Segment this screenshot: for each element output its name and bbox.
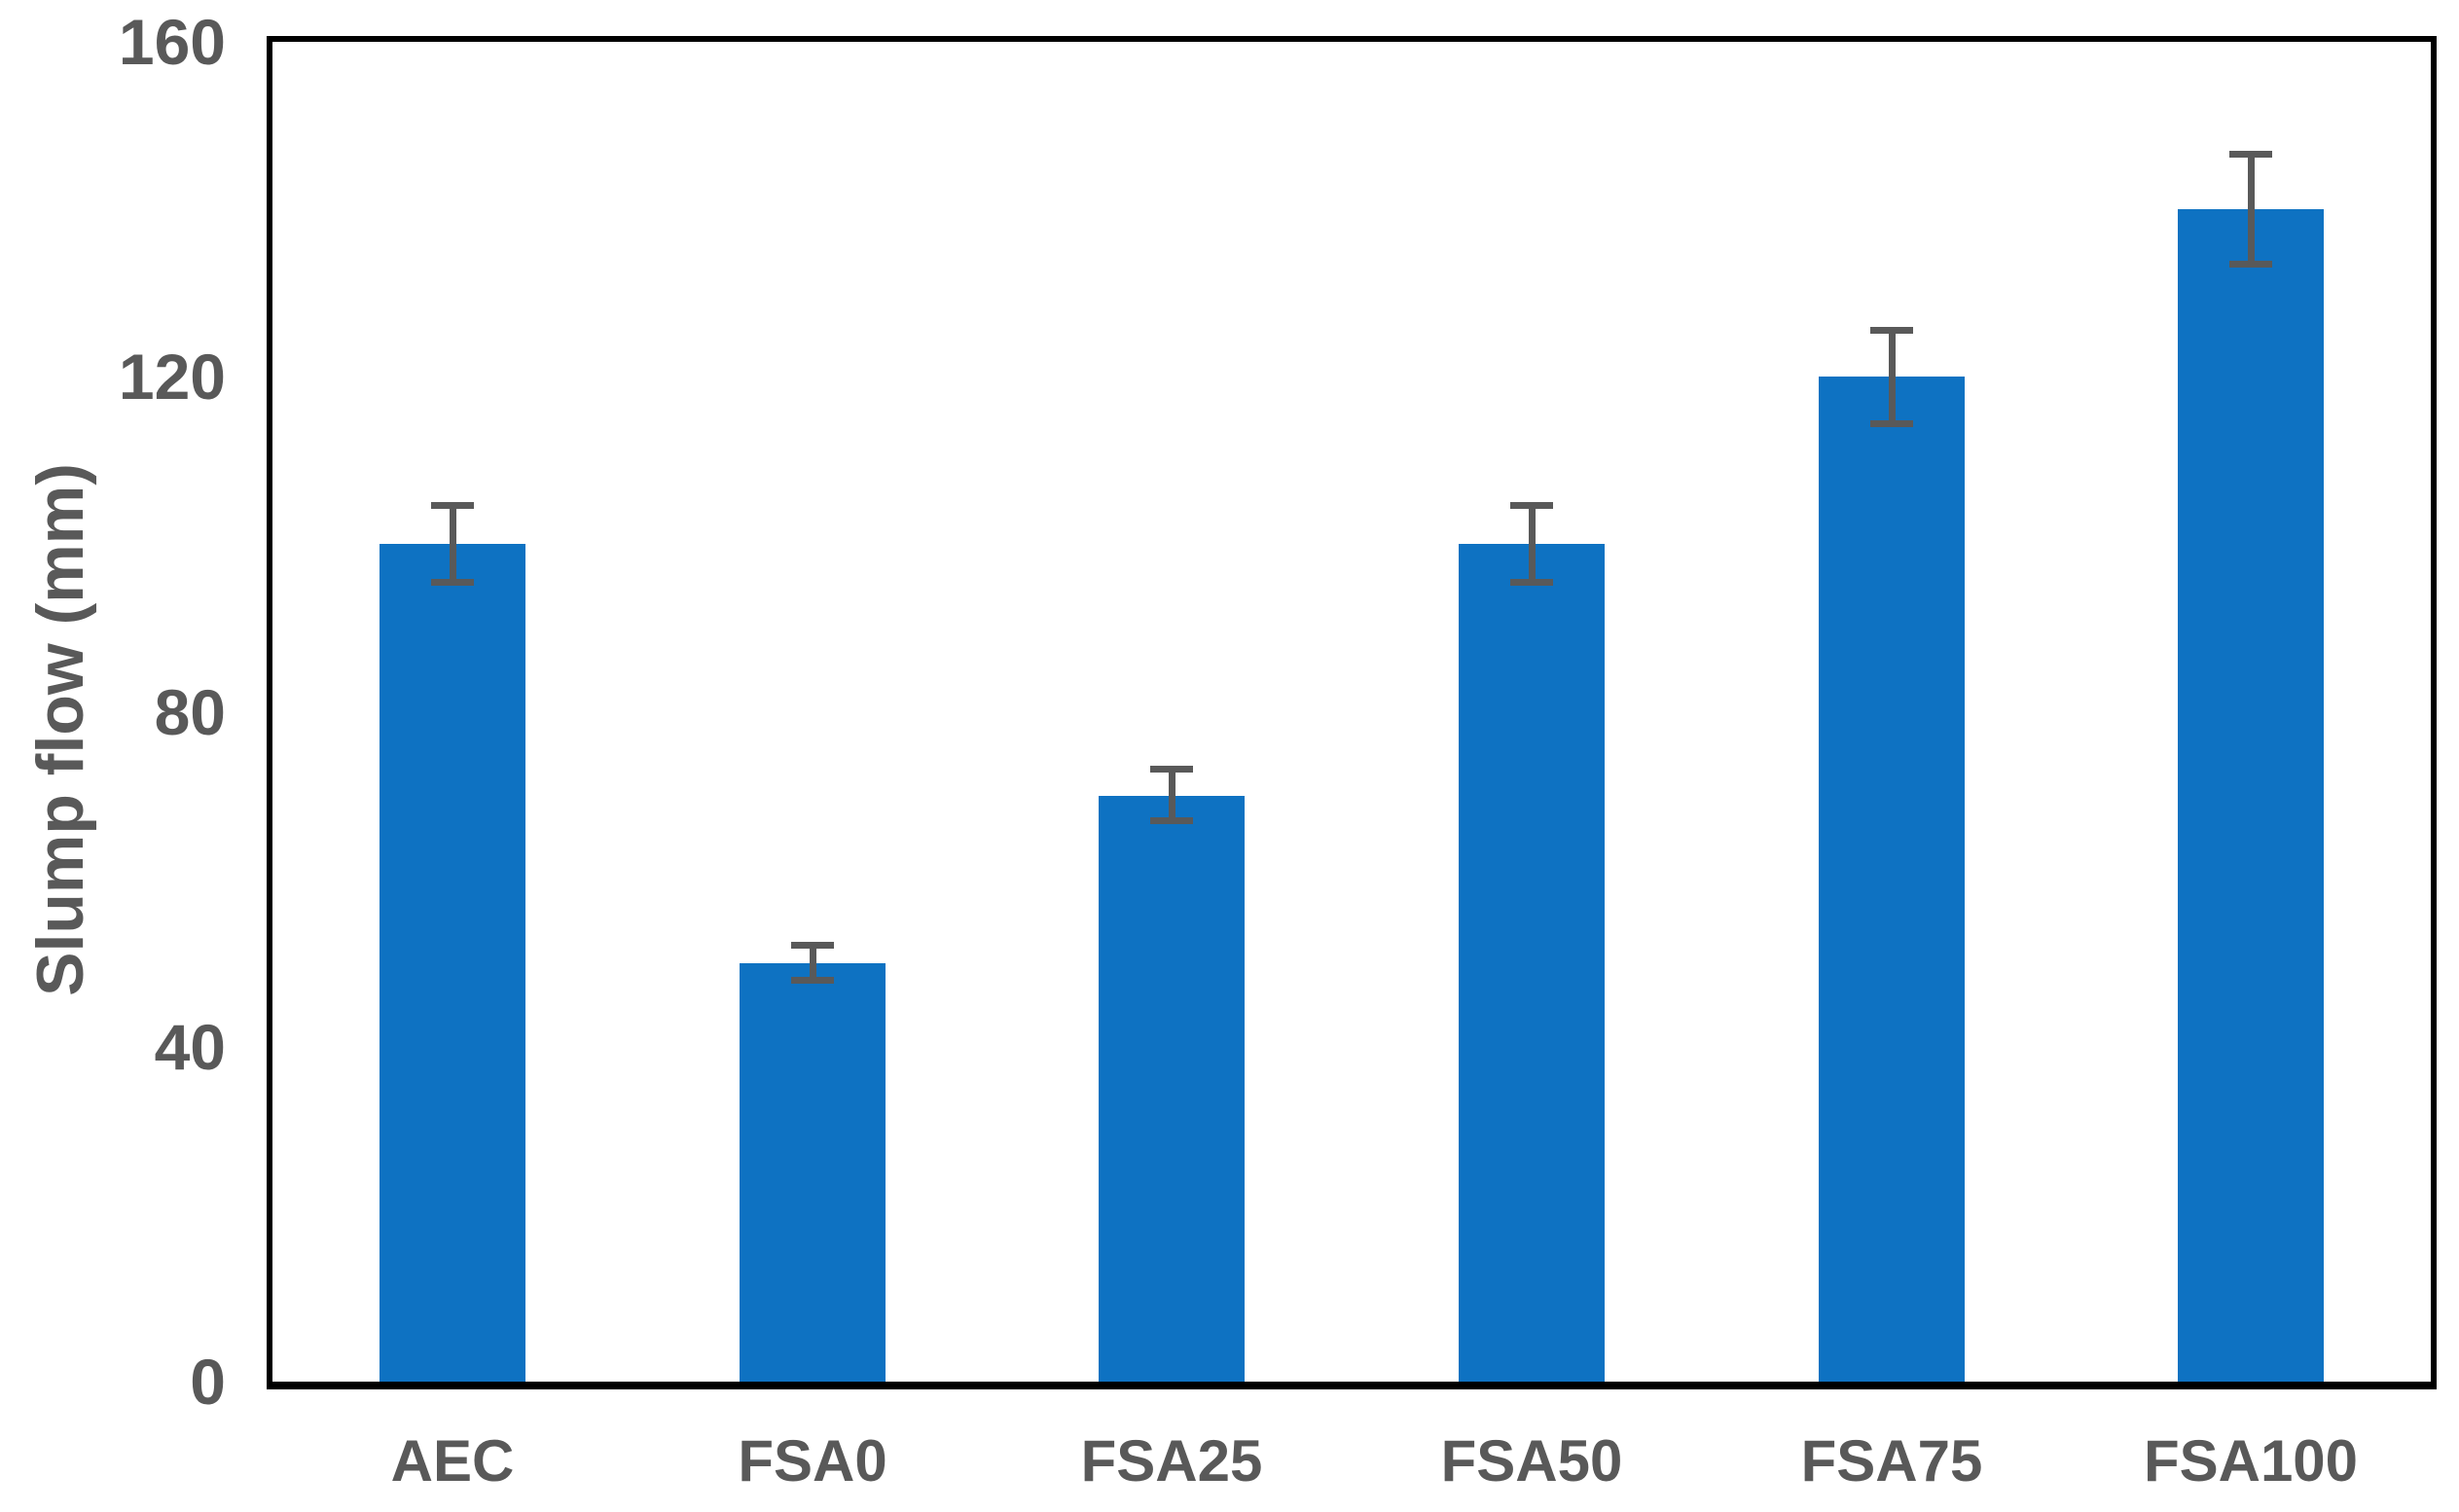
error-bar-line (1529, 502, 1536, 586)
error-bar-fsa100 (2229, 151, 2272, 268)
bar-fsa75 (1819, 377, 1965, 1382)
error-bar-line (1889, 327, 1896, 427)
x-axis-label-fsa0: FSA0 (738, 1428, 887, 1494)
error-bar-cap-top (2229, 151, 2272, 158)
error-bar-cap-bottom (1870, 420, 1913, 427)
error-bar-line (810, 942, 816, 984)
error-bar-fsa75 (1870, 327, 1913, 427)
x-axis-label-fsa75: FSA75 (1800, 1428, 1983, 1494)
y-axis-tick-label: 40 (154, 1010, 226, 1083)
error-bar-cap-bottom (2229, 261, 2272, 268)
error-bar-cap-top (1150, 766, 1193, 773)
bar-fsa0 (740, 963, 886, 1382)
error-bar-cap-top (791, 942, 834, 949)
error-bar-fsa25 (1150, 766, 1193, 824)
error-bar-line (1169, 766, 1175, 824)
error-bar-line (2248, 151, 2255, 268)
error-bar-cap-top (1870, 327, 1913, 334)
error-bar-fsa0 (791, 942, 834, 984)
error-bar-cap-bottom (791, 977, 834, 984)
bar-fsa100 (2178, 209, 2324, 1382)
error-bar-cap-bottom (1510, 579, 1553, 586)
y-axis-tick-label: 80 (154, 675, 226, 748)
error-bar-line (450, 502, 456, 586)
x-axis-label-fsa25: FSA25 (1080, 1428, 1263, 1494)
bar-fsa25 (1099, 796, 1245, 1382)
error-bar-cap-bottom (431, 579, 474, 586)
error-bar-aec (431, 502, 474, 586)
error-bar-cap-bottom (1150, 817, 1193, 824)
bar-fsa50 (1459, 544, 1605, 1382)
error-bar-fsa50 (1510, 502, 1553, 586)
y-axis-tick-label: 160 (118, 6, 226, 78)
y-axis-tick-label: 120 (118, 341, 226, 414)
x-axis-label-fsa50: FSA50 (1440, 1428, 1623, 1494)
plot-area (272, 42, 2431, 1382)
bar-aec (380, 544, 525, 1382)
y-axis-tick-label: 0 (190, 1346, 226, 1418)
x-axis-label-fsa100: FSA100 (2143, 1428, 2359, 1494)
error-bar-cap-top (1510, 502, 1553, 509)
error-bar-cap-top (431, 502, 474, 509)
x-axis-label-aec: AEC (390, 1428, 515, 1494)
